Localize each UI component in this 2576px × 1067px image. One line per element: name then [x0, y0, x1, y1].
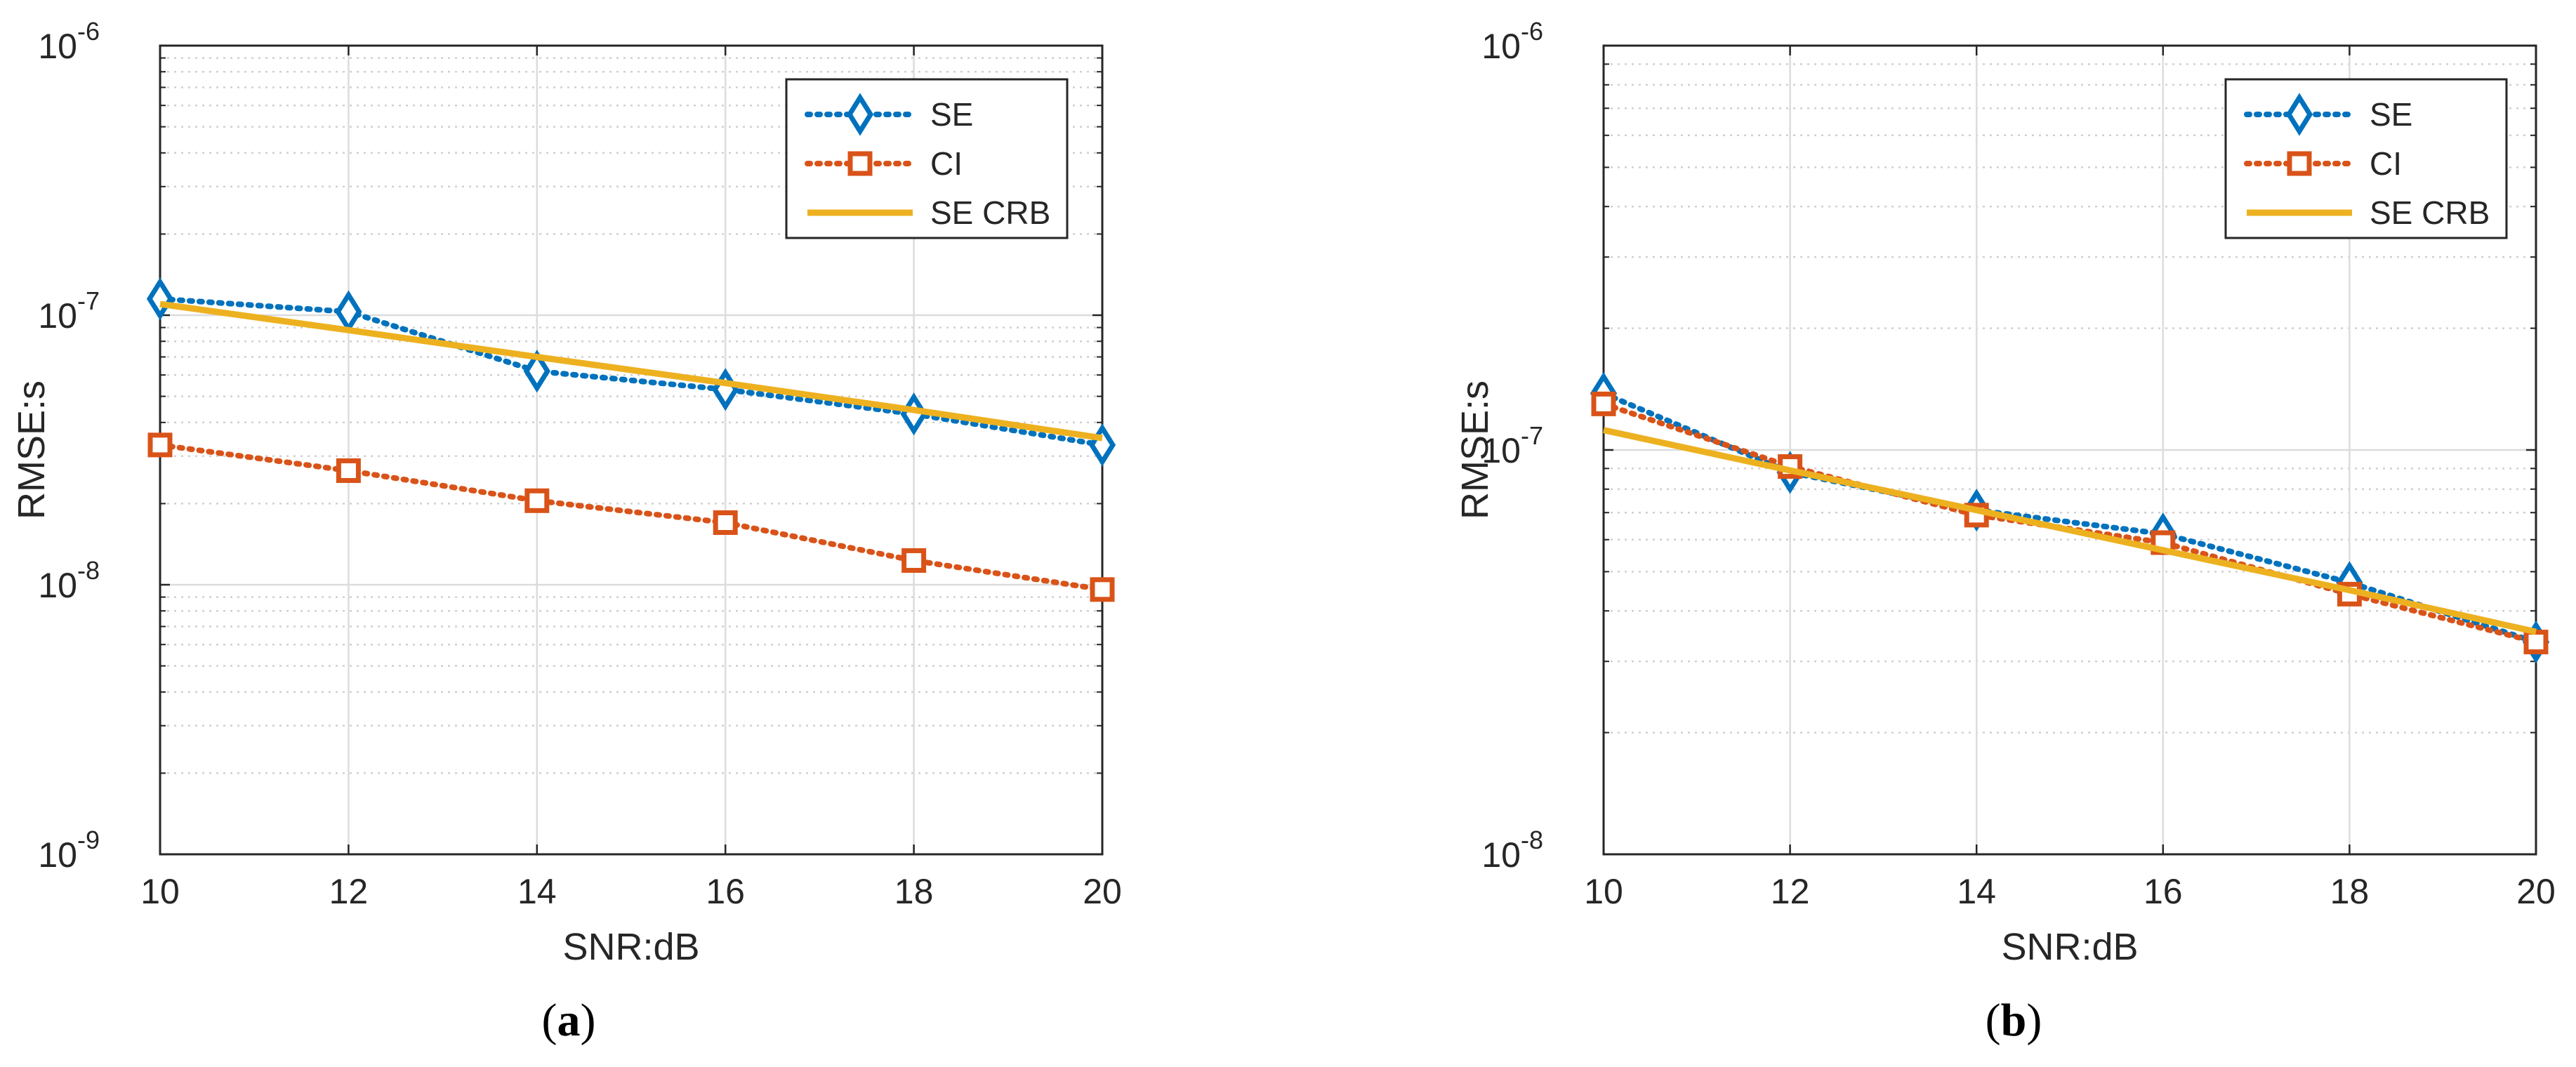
x-tick-label: 16 — [706, 872, 745, 911]
x-tick-label: 14 — [517, 872, 557, 911]
y-tick-exponent: -7 — [77, 286, 100, 315]
y-tick-label: 10-8 — [38, 556, 100, 605]
y-tick-exponent: -6 — [1521, 17, 1543, 46]
data-point — [524, 488, 550, 513]
x-tick-label: 12 — [329, 872, 369, 911]
legend-marker — [846, 93, 874, 136]
series-line — [157, 296, 1105, 448]
x-axis-label: SNR:dB — [2001, 926, 2138, 968]
y-axis-label: RMSE:s — [1454, 380, 1496, 519]
y-tick-base: 10 — [1481, 431, 1521, 470]
x-tick-label: 20 — [1083, 872, 1122, 911]
series-ci — [147, 432, 1115, 602]
legend-label: CI — [2370, 145, 2402, 182]
y-axis-label: RMSE:s — [11, 380, 53, 519]
data-point — [713, 510, 738, 536]
data-point — [147, 432, 173, 458]
y-tick-base: 10 — [38, 566, 77, 605]
y-tick-exponent: -9 — [77, 826, 100, 854]
x-tick-label: 18 — [2330, 872, 2370, 911]
data-point — [336, 458, 361, 483]
panel-caption: (a) — [542, 995, 596, 1046]
axes-box — [1602, 44, 2537, 856]
y-tick-exponent: -6 — [77, 17, 100, 46]
y-tick-exponent: -8 — [77, 556, 100, 585]
y-tick-label: 10-6 — [1481, 17, 1543, 66]
x-tick-label: 10 — [140, 872, 180, 911]
x-tick-label: 14 — [1957, 872, 1996, 911]
legend-label: SE CRB — [930, 194, 1050, 231]
y-tick-base: 10 — [38, 27, 77, 66]
legend-label: SE — [930, 96, 973, 133]
legend-label: CI — [930, 145, 963, 182]
series-line — [157, 442, 1105, 592]
data-point — [523, 350, 550, 393]
legend-marker — [847, 151, 873, 176]
x-tick-label: 12 — [1771, 872, 1810, 911]
y-tick-label: 10-7 — [38, 286, 100, 336]
data-point — [1591, 391, 1616, 416]
y-tick-base: 10 — [38, 835, 77, 875]
x-tick-label: 20 — [2516, 872, 2556, 911]
data-point — [1090, 577, 1115, 602]
legend: SE CI SE CRB — [785, 78, 1069, 239]
x-tick-label: 10 — [1584, 872, 1623, 911]
panel-caption-letter: a — [557, 995, 581, 1046]
y-tick-label: 10-6 — [38, 17, 100, 66]
x-axis-label: SNR:dB — [562, 926, 699, 968]
series-se-crb — [1603, 427, 2537, 635]
legend: SE CI SE CRB — [2224, 78, 2508, 239]
series-line — [1601, 390, 2539, 645]
legend-label: SE — [2370, 96, 2412, 133]
series-line — [1603, 427, 2537, 635]
panel-caption: (b) — [1986, 995, 2042, 1046]
series-line — [159, 300, 1103, 442]
y-tick-exponent: -7 — [1521, 421, 1543, 450]
y-tick-base: 10 — [1481, 835, 1521, 875]
legend-marker — [2285, 93, 2313, 136]
data-point — [901, 548, 927, 573]
y-tick-label: 10-7 — [1481, 421, 1543, 470]
panel-caption-letter: b — [2001, 995, 2027, 1046]
y-tick-base: 10 — [1481, 27, 1521, 66]
x-tick-label: 18 — [894, 872, 934, 911]
y-tick-label: 10-9 — [38, 826, 100, 875]
legend-marker — [2287, 151, 2312, 176]
y-tick-label: 10-8 — [1481, 826, 1543, 875]
y-tick-exponent: -8 — [1521, 826, 1543, 854]
series-se-crb — [159, 300, 1103, 442]
x-tick-label: 16 — [2144, 872, 2183, 911]
y-tick-base: 10 — [38, 296, 77, 336]
legend-label: SE CRB — [2370, 194, 2490, 231]
chart-panel-a: 10 12 14 16 18 2010-910-810-710-6SNR:dBRMSE:s… — [11, 17, 1122, 1046]
chart-panel-b: 10 12 14 16 18 2010-810-710-6SNR:dBRMSE:sSECI… — [1454, 17, 2556, 1046]
data-point — [2523, 630, 2549, 655]
